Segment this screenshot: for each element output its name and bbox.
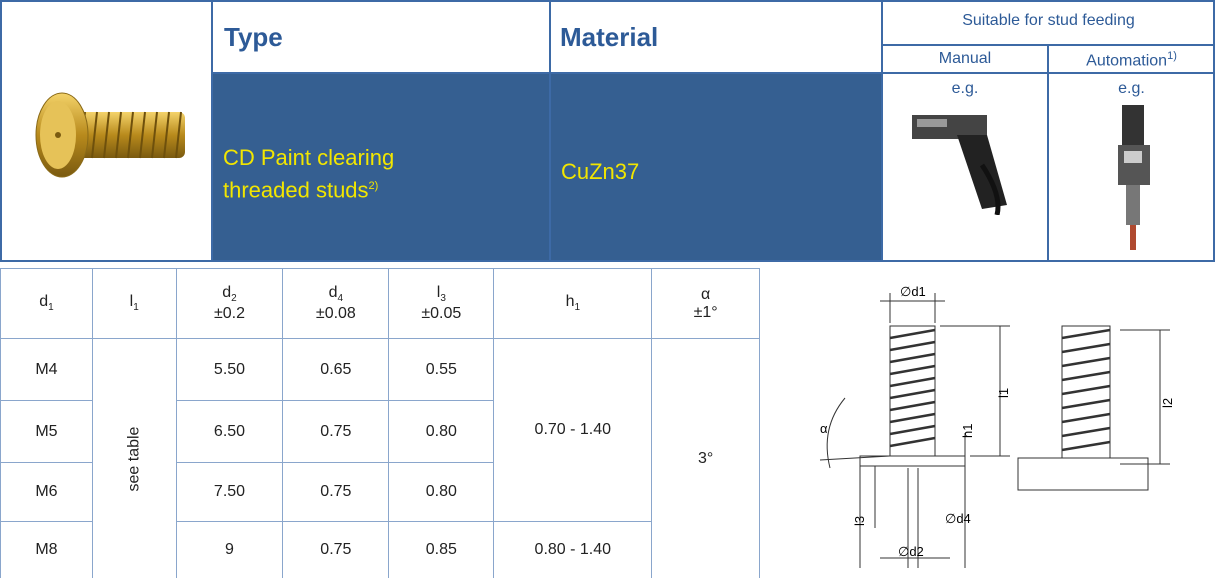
type-line: threaded studs <box>223 177 369 203</box>
cell: 0.75 <box>282 400 390 463</box>
col-header: d1 <box>0 268 93 339</box>
tolerance: ±1° <box>693 303 718 321</box>
cell: 3° <box>651 338 760 578</box>
stud-image <box>35 92 185 178</box>
product-frame <box>0 0 1215 262</box>
automation-head-image <box>1118 105 1150 250</box>
cell: 5.50 <box>175 338 284 401</box>
tolerance: ±0.05 <box>421 304 462 322</box>
subscript: 1 <box>48 302 54 314</box>
symbol: l <box>436 284 441 302</box>
symbol: d <box>222 284 232 302</box>
cell: M8 <box>0 521 93 578</box>
drawing-label: l1 <box>996 388 1011 398</box>
type-line: CD Paint clearing <box>223 145 395 170</box>
divider <box>882 44 1215 46</box>
divider <box>211 0 213 262</box>
type-cell: CD Paint clearing threaded studs2) <box>213 74 549 260</box>
drawing-label: l3 <box>852 516 867 526</box>
cell: 0.80 <box>388 400 495 463</box>
cell: see table <box>91 338 177 578</box>
col-header: h1 <box>493 268 653 339</box>
row: M4 see table 5.50 0.65 0.55 0.70 - 1.40 … <box>0 338 760 578</box>
drawing-label: α <box>820 421 828 436</box>
row: M6 7.50 0.75 0.80 <box>0 462 760 522</box>
cell: 0.65 <box>282 338 390 401</box>
subscript: 4 <box>337 293 344 305</box>
type-text: CD Paint clearing threaded studs2) <box>223 144 394 204</box>
manual-gun-image <box>912 115 1007 215</box>
footnote: 2) <box>368 180 379 192</box>
header-row: d1 l1 d2 ±0.2 d4 ±0.08 l3 ±0.05 h1 α ±1° <box>0 268 760 339</box>
tolerance: ±0.2 <box>213 304 245 322</box>
drawing-label: h1 <box>960 424 975 438</box>
row: M5 6.50 0.75 0.80 <box>0 400 760 463</box>
cell: 0.80 <box>388 462 495 522</box>
subscript: 2 <box>231 293 237 305</box>
drawing-label: ∅d1 <box>900 284 926 299</box>
cell: 0.80 - 1.40 <box>493 521 653 578</box>
material-header: Material <box>560 22 659 52</box>
cell: M4 <box>0 338 93 401</box>
automation-eg: e.g. <box>1118 80 1145 97</box>
divider <box>881 0 883 262</box>
drawing-label: ∅d2 <box>898 544 924 559</box>
feeding-header: Suitable for stud feeding <box>962 12 1135 29</box>
cell: 0.70 - 1.40 <box>493 338 653 522</box>
drawing-label: l2 <box>1160 398 1175 408</box>
subscript: 3 <box>440 293 446 305</box>
symbol: d <box>328 284 338 302</box>
manual-eg: e.g. <box>951 80 979 97</box>
automation-label: Automation <box>1086 52 1168 70</box>
rotated-text: see table <box>125 426 143 491</box>
symbol: d <box>39 293 49 311</box>
footnote: 1) <box>1167 50 1177 62</box>
drawing-label: ∅d4 <box>945 511 971 526</box>
divider <box>549 0 551 262</box>
col-header: d2 ±0.2 <box>175 268 284 339</box>
technical-drawing: ∅d1 l1 h1 α l3 ∅d4 ∅d2 l2 <box>819 284 1175 568</box>
material-text: CuZn37 <box>561 159 640 184</box>
col-header: l3 ±0.05 <box>388 268 495 339</box>
cell: 0.55 <box>388 338 495 401</box>
subscript: 1 <box>574 302 581 314</box>
col-header: α ±1° <box>651 268 760 339</box>
subscript: 1 <box>133 302 139 314</box>
divider <box>212 72 1215 74</box>
col-header: l1 <box>91 268 177 339</box>
symbol: l <box>129 293 134 311</box>
symbol: α <box>701 285 711 303</box>
material-cell: CuZn37 <box>551 74 881 260</box>
cell: 9 <box>175 521 284 578</box>
automation-header: Automation1) <box>1048 50 1215 70</box>
cell: M6 <box>0 462 93 522</box>
cell: 0.75 <box>282 521 390 578</box>
cell: 0.75 <box>282 462 390 522</box>
tolerance: ±0.08 <box>315 304 356 322</box>
symbol: h <box>565 293 575 311</box>
dimensions-table: d1 l1 d2 ±0.2 d4 ±0.08 l3 ±0.05 h1 α ±1° M4 … <box>0 268 760 578</box>
cell: 7.50 <box>175 462 284 522</box>
cell: 6.50 <box>175 400 284 463</box>
cell: 0.85 <box>388 521 495 578</box>
divider <box>1047 45 1049 262</box>
manual-header: Manual <box>938 50 992 67</box>
type-header: Type <box>224 22 283 52</box>
row: M8 9 0.75 0.85 0.80 - 1.40 <box>0 521 760 578</box>
col-header: d4 ±0.08 <box>282 268 390 339</box>
cell: M5 <box>0 400 93 463</box>
